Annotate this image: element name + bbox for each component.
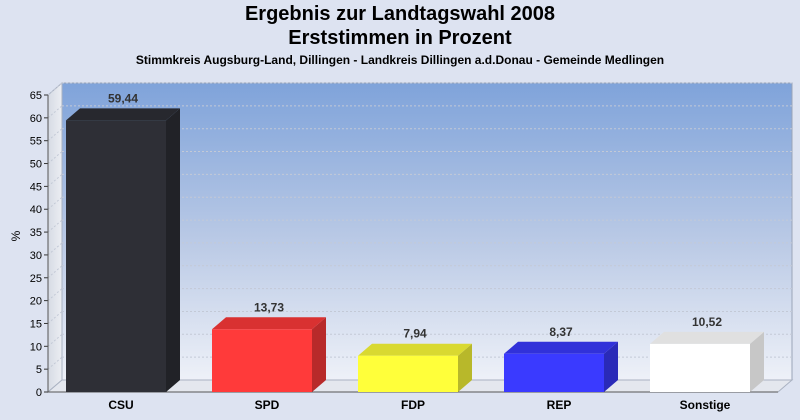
data-label: 10,52 bbox=[692, 315, 722, 329]
gridline-depth bbox=[47, 128, 63, 142]
gridline-depth bbox=[47, 265, 63, 279]
gridline-depth bbox=[47, 219, 63, 233]
gridline-depth bbox=[47, 356, 63, 370]
gridline-depth bbox=[47, 288, 63, 301]
bar-top bbox=[212, 317, 326, 330]
y-tick-label: 0 bbox=[36, 387, 42, 399]
y-axis-label: % bbox=[9, 230, 23, 241]
y-tick-label: 55 bbox=[30, 136, 42, 148]
y-tick-label: 40 bbox=[30, 204, 42, 216]
gridline-depth bbox=[47, 82, 63, 96]
data-label: 8,37 bbox=[549, 325, 573, 339]
x-tick-label: REP bbox=[547, 398, 572, 412]
x-tick-label: FDP bbox=[401, 398, 425, 412]
y-tick-label: 25 bbox=[30, 273, 42, 285]
gridline-depth bbox=[47, 333, 63, 347]
gridline-depth bbox=[47, 196, 63, 210]
gridline-depth bbox=[47, 105, 63, 119]
gridline-depth bbox=[47, 311, 63, 324]
bar-sonstige bbox=[650, 343, 750, 392]
bar-csu bbox=[66, 120, 166, 393]
plot-background bbox=[61, 82, 793, 381]
bar-top bbox=[504, 341, 618, 354]
bar-fdp bbox=[358, 355, 458, 392]
y-tick-label: 45 bbox=[30, 181, 42, 193]
gridline-depth bbox=[47, 151, 63, 164]
bar-spd bbox=[212, 329, 312, 392]
y-tick-label: 20 bbox=[30, 296, 42, 308]
bar-side bbox=[166, 108, 180, 393]
chart-caption: Stimmkreis Augsburg-Land, Dillingen - La… bbox=[135, 53, 665, 67]
y-tick-label: 10 bbox=[30, 341, 42, 353]
plot-side-wall bbox=[47, 81, 63, 394]
x-tick-label: SPD bbox=[255, 398, 280, 412]
y-tick-label: 65 bbox=[30, 90, 42, 102]
bar-side bbox=[458, 343, 472, 392]
gridline-depth bbox=[47, 242, 63, 256]
data-label: 13,73 bbox=[254, 300, 284, 314]
data-label: 59,44 bbox=[108, 91, 138, 105]
bar-top bbox=[358, 343, 472, 356]
bar-top bbox=[66, 108, 180, 121]
y-tick-label: 50 bbox=[30, 159, 42, 171]
bar-side bbox=[604, 341, 618, 392]
bar-side bbox=[750, 331, 764, 392]
bar-side bbox=[312, 317, 326, 392]
bar-rep bbox=[504, 353, 604, 392]
x-tick-label: CSU bbox=[108, 398, 133, 412]
y-tick-label: 60 bbox=[30, 113, 42, 125]
gridline-depth bbox=[47, 174, 63, 187]
y-tick-label: 15 bbox=[30, 318, 42, 330]
y-tick-label: 35 bbox=[30, 227, 42, 239]
x-tick-label: Sonstige bbox=[680, 398, 731, 412]
chart-title: Ergebnis zur Landtagswahl 2008 bbox=[244, 3, 556, 25]
data-label: 7,94 bbox=[403, 327, 427, 341]
bar-top bbox=[650, 331, 764, 344]
y-tick-label: 30 bbox=[30, 250, 42, 262]
y-tick-label: 5 bbox=[36, 364, 42, 376]
chart-subtitle: Erststimmen in Prozent bbox=[288, 27, 512, 49]
